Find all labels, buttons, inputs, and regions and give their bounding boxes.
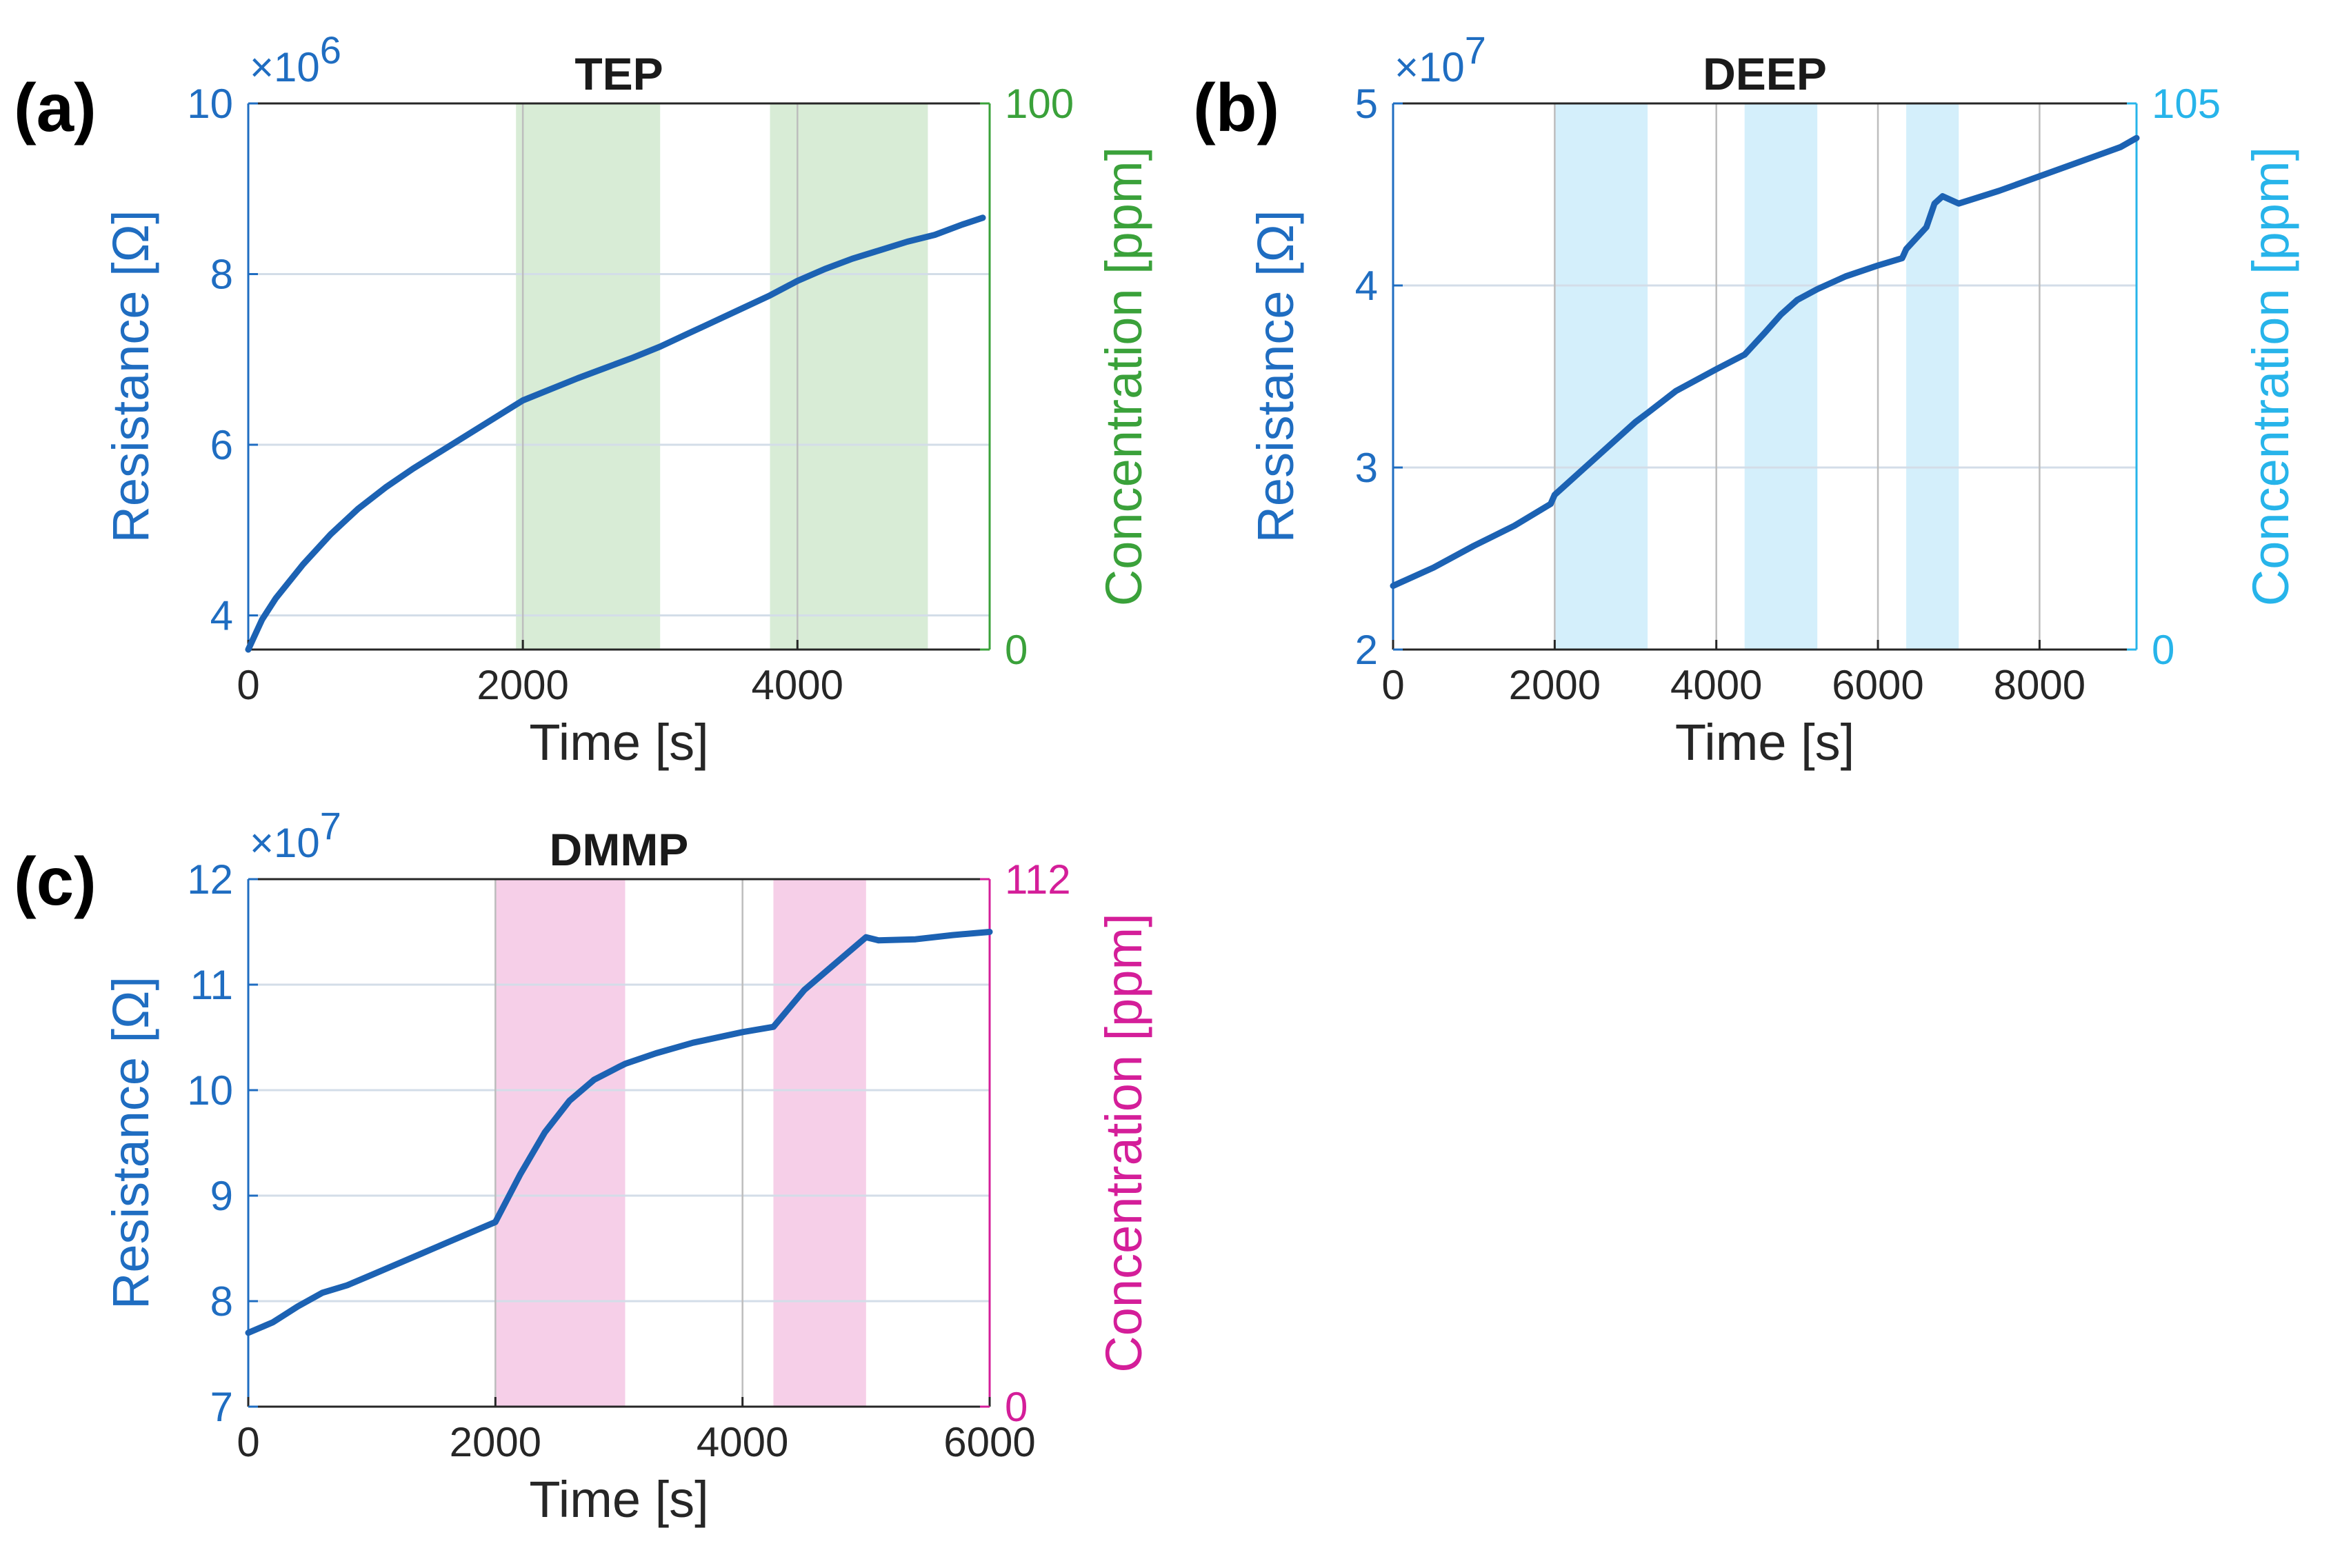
series-line-resistance [245, 214, 986, 653]
x-tick-label: 6000 [1832, 662, 1923, 708]
x-tick-label: 4000 [752, 662, 843, 708]
y-tick-label: 12 [187, 856, 233, 903]
multiplier-base: ×10 [250, 820, 320, 866]
exposure-band [1744, 103, 1818, 650]
axis-multiplier: ×107 [250, 804, 341, 866]
y-tick-label: 5 [1355, 81, 1378, 127]
y2-tick-label: 0 [2152, 627, 2174, 673]
axis-multiplier: ×106 [250, 28, 341, 90]
y-axis-label: Resistance [Ω] [1247, 210, 1304, 543]
x-tick-label: 0 [237, 662, 259, 708]
y2-axis-label: Concentration [ppm] [1095, 147, 1152, 606]
x-axis-label: Time [s] [529, 714, 708, 771]
y2-tick-label: 0 [1005, 1384, 1028, 1430]
x-tick-label: 2000 [1509, 662, 1601, 708]
x-tick-label: 6000 [943, 1419, 1035, 1465]
panel-label: (b) [1193, 70, 1279, 145]
y-tick-label: 2 [1355, 627, 1378, 673]
y-tick-label: 10 [187, 81, 233, 127]
y-tick-label: 3 [1355, 445, 1378, 491]
y2-tick-label: 0 [1005, 627, 1028, 673]
x-axis-label: Time [s] [1675, 714, 1854, 771]
y-tick-label: 6 [210, 422, 233, 468]
panel-label: (c) [14, 843, 97, 919]
y-axis-label: Resistance [Ω] [102, 976, 159, 1309]
y2-axis-label: Concentration [ppm] [1095, 913, 1152, 1372]
exposure-band [1554, 103, 1648, 650]
exposure-band [773, 879, 866, 1407]
y2-tick-label: 112 [1005, 856, 1071, 903]
y-axis-label: Resistance [Ω] [102, 210, 159, 543]
y2-axis-label: Concentration [ppm] [2242, 147, 2299, 606]
chart-title: DEEP [1703, 48, 1827, 99]
series-line-resistance [1390, 134, 2140, 590]
chart-title: DMMP [550, 824, 689, 875]
y-tick-label: 7 [210, 1384, 233, 1430]
x-tick-label: 2000 [477, 662, 568, 708]
y-tick-label: 8 [210, 1278, 233, 1325]
multiplier-base: ×10 [1394, 44, 1465, 90]
x-tick-label: 4000 [1670, 662, 1762, 708]
x-tick-label: 8000 [1994, 662, 2085, 708]
y2-tick-label: 100 [1005, 81, 1074, 127]
x-tick-label: 4000 [697, 1419, 788, 1465]
x-tick-label: 0 [237, 1419, 259, 1465]
series-line-resistance [245, 929, 993, 1336]
y-tick-label: 8 [210, 252, 233, 298]
y-tick-label: 11 [190, 962, 233, 1008]
y-tick-label: 10 [187, 1067, 233, 1114]
multiplier-exponent: 7 [1465, 28, 1486, 72]
multiplier-exponent: 6 [320, 28, 341, 72]
chart-panel-2: (b) DEEP 0 2000 4000 6000 8000 2 3 4 5 0 105 ×107 Time… [1193, 28, 2299, 771]
y2-tick-label: 105 [2152, 81, 2221, 127]
exposure-band [495, 879, 626, 1407]
x-axis-label: Time [s] [529, 1471, 708, 1528]
chart-title: TEP [574, 48, 663, 99]
axis-multiplier: ×107 [1394, 28, 1486, 90]
exposure-band [770, 103, 928, 650]
panel-label: (a) [14, 70, 97, 145]
x-tick-label: 0 [1381, 662, 1404, 708]
y-tick-label: 9 [210, 1173, 233, 1219]
multiplier-base: ×10 [250, 44, 320, 90]
multiplier-exponent: 7 [320, 804, 341, 847]
y-tick-label: 4 [210, 593, 233, 639]
exposure-band [1906, 103, 1959, 650]
x-tick-label: 2000 [450, 1419, 541, 1465]
y-tick-label: 4 [1355, 263, 1378, 309]
